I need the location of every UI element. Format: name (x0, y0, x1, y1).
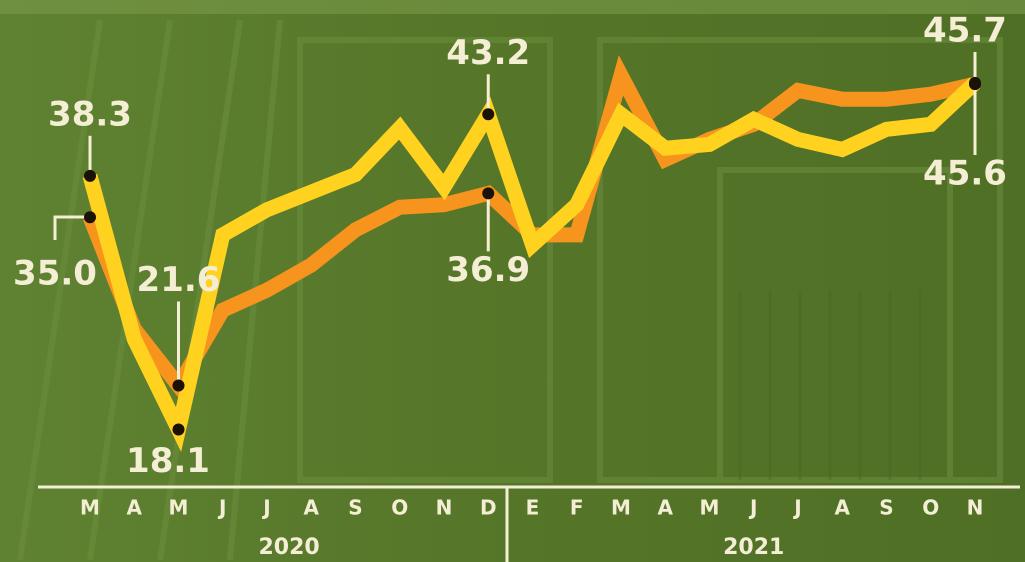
x-tick-label: F (570, 496, 584, 520)
x-tick-label: N (967, 496, 984, 520)
label-leader (53, 215, 90, 240)
data-point (84, 211, 96, 224)
data-label: 35.0 (13, 254, 97, 294)
data-label: 43.2 (446, 33, 530, 73)
data-label: 18.1 (126, 441, 210, 481)
x-tick-label: O (922, 496, 939, 520)
data-label: 45.7 (923, 11, 1007, 51)
data-point (172, 423, 185, 436)
x-tick-label: N (436, 496, 453, 520)
x-tick-label: J (748, 496, 757, 520)
data-point (482, 187, 495, 200)
x-tick-label: S (348, 496, 362, 520)
x-tick-label: M (169, 496, 189, 520)
data-point (482, 108, 495, 121)
x-tick-label: J (261, 496, 270, 520)
x-tick-label: O (391, 496, 408, 520)
x-tick-label: M (700, 496, 720, 520)
x-tick-label: J (792, 496, 801, 520)
year-label: 2020 (259, 535, 320, 560)
x-tick-label: S (879, 496, 893, 520)
x-tick-label: A (304, 496, 320, 520)
x-tick-label: M (611, 496, 631, 520)
data-label: 45.6 (923, 154, 1007, 194)
x-tick-label: A (835, 496, 851, 520)
data-label: 36.9 (446, 250, 530, 290)
data-point (969, 76, 981, 89)
year-label: 2021 (723, 535, 784, 560)
data-label: 38.3 (48, 94, 132, 134)
x-tick-label: D (480, 496, 497, 520)
x-tick-label: M (80, 496, 100, 520)
series-line (82, 77, 981, 452)
data-label: 21.6 (137, 260, 221, 300)
x-tick-label: A (127, 496, 143, 520)
x-tick-label: A (658, 496, 674, 520)
data-point (172, 379, 185, 392)
x-tick-label: E (526, 496, 540, 520)
data-point (84, 169, 96, 182)
x-tick-label: J (217, 496, 226, 520)
